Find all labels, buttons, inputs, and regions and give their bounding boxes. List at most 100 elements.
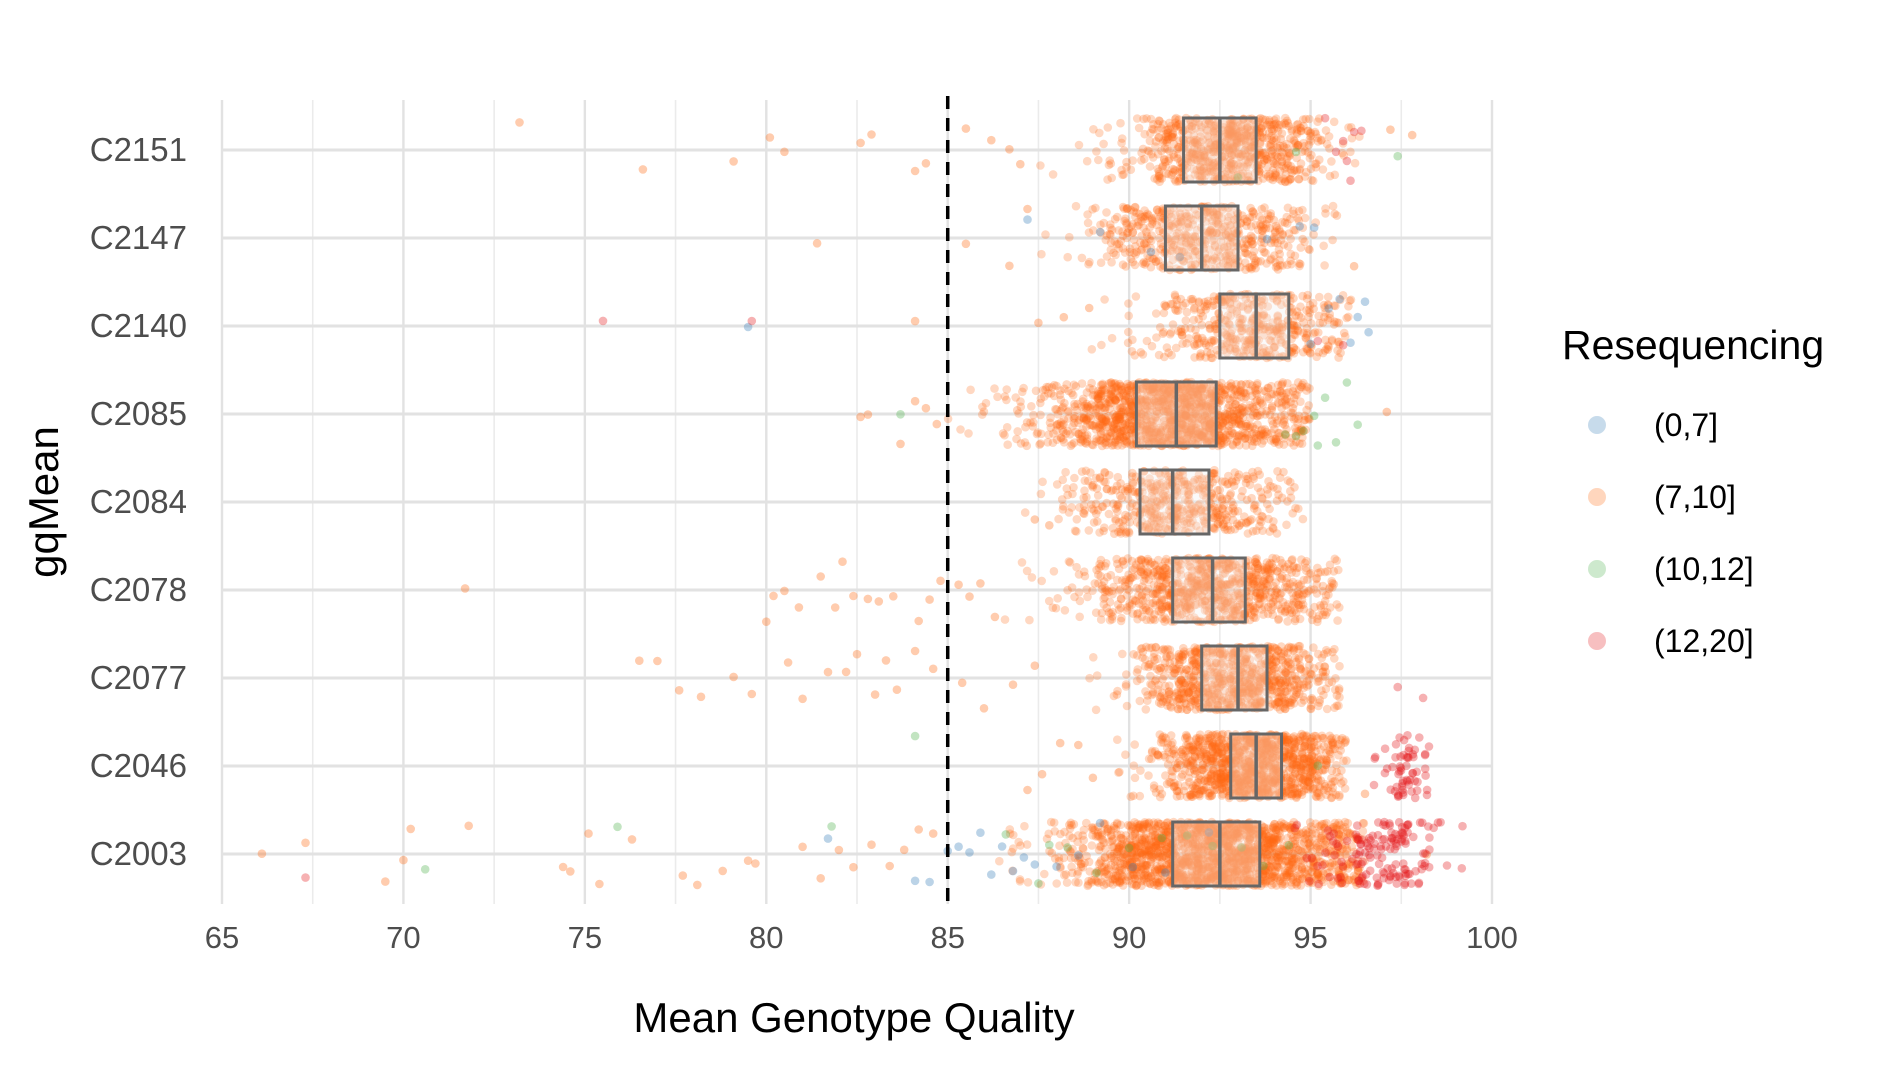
data-point [1163, 343, 1172, 352]
data-point [1053, 594, 1062, 603]
data-point [1269, 610, 1278, 619]
data-point [1128, 469, 1137, 478]
data-point [1361, 297, 1370, 306]
data-point [1142, 559, 1151, 568]
data-point [1159, 328, 1168, 337]
data-point [1269, 435, 1278, 444]
data-point [1037, 250, 1046, 259]
data-point [1283, 213, 1292, 222]
data-point [1146, 129, 1155, 138]
data-point [1315, 293, 1324, 302]
data-point [1237, 403, 1246, 412]
data-point [1082, 467, 1091, 476]
data-point [1278, 572, 1287, 581]
data-point [1078, 379, 1087, 388]
data-point [1060, 313, 1069, 322]
data-point [1067, 503, 1076, 512]
data-point [1136, 697, 1145, 706]
data-point [1140, 206, 1149, 215]
data-point [1069, 391, 1078, 400]
data-point [1302, 564, 1311, 573]
data-point [1052, 426, 1061, 435]
data-point [1107, 159, 1116, 168]
data-point [1323, 705, 1332, 714]
data-point [1281, 563, 1290, 572]
data-point [991, 613, 1000, 622]
data-point [1224, 426, 1233, 435]
data-point [1111, 251, 1120, 260]
data-point [1090, 391, 1099, 400]
data-point [1080, 510, 1089, 519]
data-point [1085, 526, 1094, 535]
data-point [1344, 302, 1353, 311]
data-point [1147, 231, 1156, 240]
data-point [1250, 434, 1259, 443]
data-point [1301, 115, 1310, 124]
data-point [1287, 260, 1296, 269]
data-point [1051, 405, 1060, 414]
data-point [1252, 221, 1261, 230]
data-point [1330, 320, 1339, 329]
data-point [1199, 312, 1208, 321]
data-point [1287, 165, 1296, 174]
data-point [1075, 141, 1084, 150]
data-point [1275, 250, 1284, 259]
data-point [1100, 295, 1109, 304]
data-point [1393, 152, 1402, 161]
data-point [1254, 483, 1263, 492]
data-point [1121, 248, 1130, 257]
data-point [1243, 422, 1252, 431]
data-point [1286, 487, 1295, 496]
data-point [1097, 258, 1106, 267]
data-point [1292, 569, 1301, 578]
data-point [1159, 572, 1168, 581]
data-point [1095, 401, 1104, 410]
data-point [1293, 214, 1302, 223]
data-point [1002, 385, 1011, 394]
data-point [1072, 202, 1081, 211]
data-point [1122, 163, 1131, 172]
data-point [1271, 168, 1280, 177]
data-point [1219, 389, 1228, 398]
data-point [748, 317, 757, 326]
data-point [1353, 420, 1362, 429]
data-point [1223, 495, 1232, 504]
data-point [1172, 306, 1181, 315]
data-point [1107, 429, 1116, 438]
data-point [599, 317, 608, 326]
data-point [1292, 432, 1301, 441]
data-point [1085, 304, 1094, 313]
data-point [1297, 243, 1306, 252]
data-point [849, 592, 858, 601]
data-point [1386, 125, 1395, 134]
data-point [922, 159, 931, 168]
data-point [1032, 387, 1041, 396]
data-point [1139, 259, 1148, 268]
data-point [856, 413, 865, 422]
data-point [1269, 523, 1278, 532]
data-point [1331, 171, 1340, 180]
data-point [911, 167, 920, 176]
data-point [1269, 594, 1278, 603]
data-point [1244, 529, 1253, 538]
data-point [1085, 258, 1094, 267]
data-point [1150, 616, 1159, 625]
data-point [1128, 258, 1137, 267]
data-point [1085, 228, 1094, 237]
data-point [1266, 411, 1275, 420]
data-point [1072, 527, 1081, 536]
data-point [1018, 558, 1027, 567]
data-point [1118, 650, 1127, 659]
data-point [856, 139, 865, 148]
data-point [1124, 512, 1133, 521]
data-point [1364, 328, 1373, 337]
data-point [1292, 128, 1301, 137]
data-point [1108, 615, 1117, 624]
data-point [1321, 393, 1330, 402]
data-point [962, 124, 971, 133]
data-point [1102, 499, 1111, 508]
data-point [1076, 597, 1085, 606]
data-point [1054, 515, 1063, 524]
data-point [1110, 529, 1119, 538]
data-point [1221, 435, 1230, 444]
